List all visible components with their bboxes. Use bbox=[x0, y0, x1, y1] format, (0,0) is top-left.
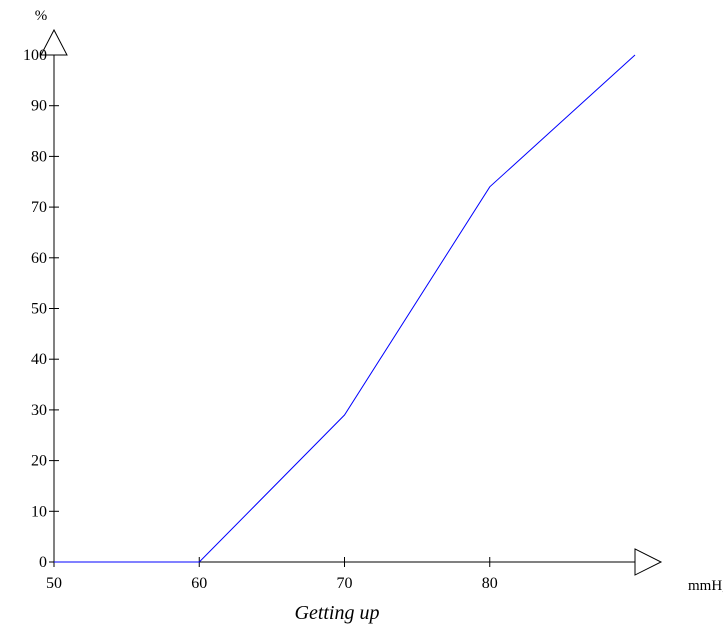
y-tick-label: 100 bbox=[23, 47, 47, 64]
y-tick-label: 80 bbox=[31, 148, 47, 165]
y-tick-label: 70 bbox=[31, 199, 47, 216]
y-tick-label: 60 bbox=[31, 250, 47, 267]
axes bbox=[40, 28, 663, 576]
x-tick-label: 60 bbox=[191, 575, 207, 592]
chart-caption: Getting up bbox=[295, 602, 380, 624]
series-group bbox=[54, 54, 636, 563]
y-tick-label: 40 bbox=[31, 351, 47, 368]
x-tick-label: 70 bbox=[337, 575, 353, 592]
y-tick-label: 20 bbox=[31, 453, 47, 470]
y-tick-label: 30 bbox=[31, 402, 47, 419]
y-tick-label: 90 bbox=[31, 98, 47, 115]
y-tick-label: 10 bbox=[31, 503, 47, 520]
y-tick-label: 50 bbox=[31, 301, 47, 318]
series-line bbox=[54, 54, 636, 563]
x-tick-label: 80 bbox=[482, 575, 498, 592]
y-axis-ticks: 0 10 20 30 40 50 60 70 80 90 100 bbox=[23, 47, 59, 571]
y-axis-unit-label: % bbox=[35, 8, 48, 24]
x-tick-label: 50 bbox=[46, 575, 62, 592]
x-axis-unit-label: mmHg bbox=[688, 578, 723, 594]
x-axis-ticks: 50 60 70 80 bbox=[46, 557, 498, 592]
x-axis-arrow bbox=[634, 548, 663, 576]
y-tick-label: 0 bbox=[39, 554, 47, 571]
